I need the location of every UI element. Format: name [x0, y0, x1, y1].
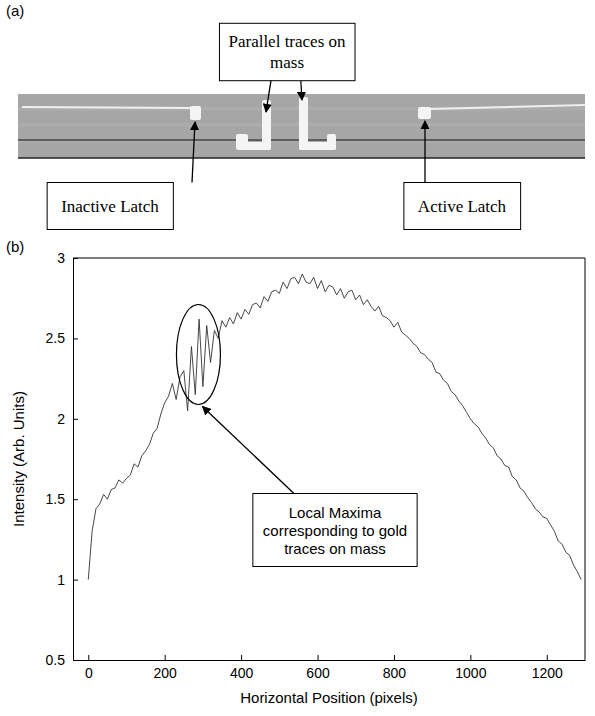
text-line: corresponding to gold: [263, 522, 407, 539]
beam-right: [428, 105, 585, 109]
x-tick: 200: [154, 655, 178, 681]
arrow-active-latch: [424, 121, 425, 183]
y-axis-title: Intensity (Arb. Units): [10, 391, 27, 527]
x-tick: 600: [306, 655, 330, 681]
y-axis-line: [73, 259, 74, 661]
intensity-line: [88, 274, 581, 580]
annotation-text-box: [253, 494, 417, 567]
x-axis-title: Horizontal Position (pixels): [240, 689, 418, 706]
y-tick-label: 2.5: [46, 330, 66, 346]
x-tick-label: 0: [85, 665, 93, 681]
y-tick-mark: [73, 338, 78, 339]
gold-trace: [327, 134, 336, 150]
substrate-bottom: [18, 157, 585, 159]
figure: (a) Parallel traces on mass Inactive Latch A…: [0, 0, 595, 716]
y-tick-label: 0.5: [46, 652, 66, 668]
callout-active-latch-box: [404, 183, 521, 230]
x-tick: 800: [383, 655, 407, 681]
callout-active-latch: Active Latch: [418, 197, 507, 216]
gold-trace: [190, 106, 201, 120]
y-tick-label: 2: [57, 411, 65, 427]
y-tick: 1.5: [46, 491, 78, 507]
text-line: Active Latch: [418, 197, 507, 216]
arrow-inactive-latch: [192, 122, 195, 183]
annotation-arrow: [202, 406, 293, 493]
y-tick-mark: [73, 499, 78, 500]
x-tick-mark: [88, 655, 89, 660]
callout-inactive-latch-box: [47, 183, 173, 230]
annotation-text: Local Maximacorresponding to goldtraces …: [263, 504, 407, 557]
figure-svg: (a) Parallel traces on mass Inactive Latch A…: [0, 0, 595, 716]
x-tick-label: 600: [306, 665, 330, 681]
y-tick: 1: [57, 572, 78, 588]
gold-trace: [236, 134, 248, 150]
arrow-parallel-left: [266, 81, 271, 112]
y-tick-label: 1: [57, 572, 65, 588]
callout-inactive-latch-group: Inactive Latch: [47, 183, 173, 230]
frame-right: [585, 258, 586, 660]
x-tick-mark: [318, 655, 319, 660]
callout-parallel-traces-box: [219, 23, 355, 80]
text-line: Inactive Latch: [61, 197, 159, 216]
text-line: mass: [270, 53, 304, 72]
x-tick-mark: [241, 655, 242, 660]
frame-top: [73, 258, 585, 259]
y-tick-mark: [73, 660, 78, 661]
callout-parallel-traces: Parallel traces on mass: [228, 32, 346, 71]
text-line: Local Maxima: [289, 504, 382, 521]
panel-letter: (a): [6, 2, 24, 19]
y-tick: 2: [57, 411, 78, 427]
y-tick-label: 1.5: [46, 491, 66, 507]
y-tick: 2.5: [46, 330, 78, 346]
callout-active-latch-group: Active Latch: [404, 183, 521, 230]
x-tick-label: 800: [383, 665, 407, 681]
callout-parallel-traces-group: Parallel traces on mass: [219, 23, 355, 80]
x-axis-line: [74, 660, 586, 661]
callout-inactive-latch: Inactive Latch: [61, 197, 159, 216]
panel-letter: (b): [6, 238, 24, 255]
x-tick-mark: [547, 655, 548, 660]
text-line: traces on mass: [284, 540, 386, 557]
y-tick-mark: [73, 580, 78, 581]
y-tick-mark: [73, 419, 78, 420]
x-tick: 1000: [455, 655, 486, 681]
annotation-text-group: Local Maximacorresponding to goldtraces …: [253, 494, 417, 567]
panel-b: (b) 0 200 400 600 800 1000 1200 0.5 1 1.5 2 2.5 3 Hori…: [6, 238, 586, 706]
panel-a: (a) Parallel traces on mass Inactive Latch A…: [6, 2, 585, 230]
arrow-parallel-right: [301, 81, 302, 100]
x-tick-label: 400: [230, 665, 254, 681]
micrograph-background: [18, 94, 585, 158]
x-tick-label: 1000: [455, 665, 486, 681]
annotation-ellipse: [176, 304, 220, 404]
x-tick: 0: [85, 655, 93, 681]
x-tick: 400: [230, 655, 254, 681]
x-axis: 0 200 400 600 800 1000 1200: [74, 655, 586, 681]
x-tick: 1200: [532, 655, 563, 681]
x-tick-label: 200: [154, 665, 178, 681]
gold-trace: [418, 107, 431, 119]
y-tick: 0.5: [46, 652, 78, 668]
y-axis: 0.5 1 1.5 2 2.5 3: [46, 250, 78, 668]
x-tick-mark: [394, 655, 395, 660]
y-tick-label: 3: [57, 250, 65, 266]
text-line: Parallel traces on: [228, 32, 346, 51]
plot-marks: [88, 274, 581, 580]
plot-background: [73, 258, 585, 660]
x-tick-label: 1200: [532, 665, 563, 681]
x-tick-mark: [165, 655, 166, 660]
x-tick-mark: [470, 655, 471, 660]
beam-left: [22, 107, 192, 108]
